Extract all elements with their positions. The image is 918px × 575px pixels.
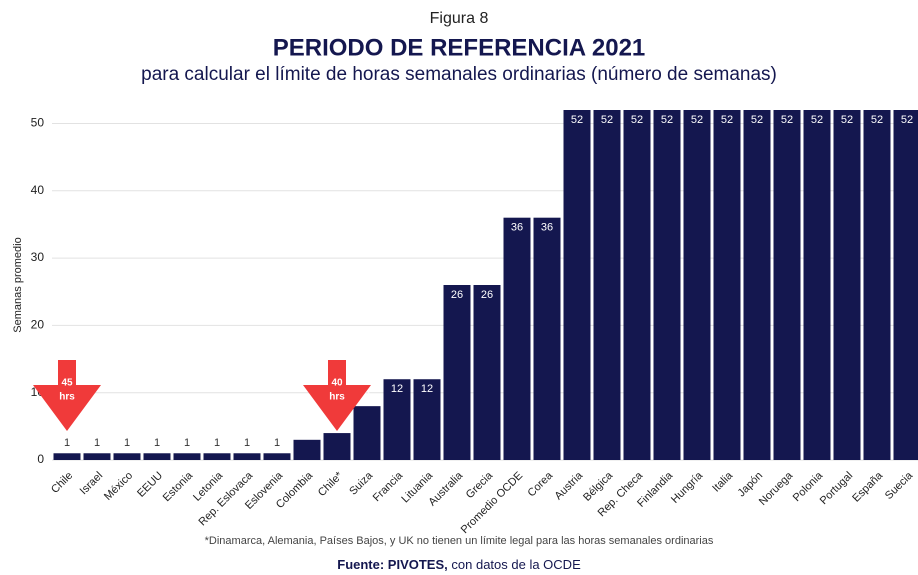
- annotation-text: 40: [331, 378, 343, 389]
- x-tick-label: Austria: [552, 469, 585, 502]
- source: Fuente: PIVOTES, con datos de la OCDE: [337, 557, 581, 572]
- annotation-arrow: [303, 360, 371, 431]
- bar: [653, 110, 681, 460]
- value-label: 26: [481, 289, 493, 301]
- value-label: 1: [124, 437, 130, 449]
- x-tick-label: Hungría: [669, 469, 706, 506]
- value-label: 3: [304, 424, 310, 436]
- annotation-text: hrs: [59, 392, 75, 403]
- value-label: 52: [781, 114, 793, 126]
- bar: [233, 453, 261, 460]
- bar: [533, 217, 561, 460]
- annotation-text: 45: [61, 378, 73, 389]
- bar: [173, 453, 201, 460]
- annotation-arrow: [33, 360, 101, 431]
- value-label: 52: [901, 114, 913, 126]
- value-label: 52: [721, 114, 733, 126]
- bar: [893, 110, 918, 460]
- y-tick-label: 0: [37, 452, 44, 466]
- x-tick-label: Chile: [49, 470, 75, 496]
- bar: [593, 110, 621, 460]
- value-label: 52: [811, 114, 823, 126]
- value-label: 1: [94, 437, 100, 449]
- value-label: 12: [421, 383, 433, 395]
- bar: [293, 439, 321, 460]
- footnote: *Dinamarca, Alemania, Países Bajos, y UK…: [205, 535, 714, 547]
- bar: [833, 110, 861, 460]
- value-label: 1: [244, 437, 250, 449]
- value-label: 52: [871, 114, 883, 126]
- x-tick-label: Suecia: [883, 469, 916, 502]
- value-label: 52: [841, 114, 853, 126]
- value-label: 52: [601, 114, 613, 126]
- figure-label: Figura 8: [430, 10, 489, 27]
- bar: [53, 453, 81, 460]
- x-tick-label: Israel: [78, 470, 106, 498]
- bar: [803, 110, 831, 460]
- bar: [473, 285, 501, 460]
- bar: [623, 110, 651, 460]
- y-tick-label: 20: [31, 318, 45, 332]
- bar: [503, 217, 531, 460]
- bar: [383, 379, 411, 460]
- value-label: 52: [661, 114, 673, 126]
- value-label: 1: [184, 437, 190, 449]
- x-tick-label: Portugal: [818, 470, 855, 507]
- value-label: 36: [511, 222, 523, 234]
- y-tick-label: 50: [31, 116, 45, 130]
- bar: [263, 453, 291, 460]
- x-tick-label: España: [850, 469, 885, 504]
- bar: [113, 453, 141, 460]
- value-label: 8: [364, 390, 370, 402]
- x-tick-label: Chile*: [316, 469, 346, 499]
- chart-title: PERIODO DE REFERENCIA 2021: [273, 34, 646, 61]
- x-tick-label: Estonia: [161, 469, 196, 504]
- y-tick-label: 30: [31, 250, 45, 264]
- y-tick-label: 40: [31, 183, 45, 197]
- value-label: 1: [154, 437, 160, 449]
- x-tick-label: México: [102, 470, 135, 503]
- source-text: con datos de la OCDE: [451, 557, 581, 572]
- value-label: 1: [214, 437, 220, 449]
- value-label: 52: [571, 114, 583, 126]
- x-tick-label: Corea: [525, 469, 555, 499]
- x-tick-label: Italia: [710, 469, 736, 495]
- value-label: 1: [64, 437, 70, 449]
- value-label: 52: [751, 114, 763, 126]
- bar: [443, 285, 471, 460]
- value-label: 26: [451, 289, 463, 301]
- annotation-text: hrs: [329, 392, 345, 403]
- value-label: 52: [691, 114, 703, 126]
- bar: [683, 110, 711, 460]
- bar: [743, 110, 771, 460]
- bar: [83, 453, 111, 460]
- value-label: 12: [391, 383, 403, 395]
- x-tick-label: Noruega: [757, 469, 796, 508]
- value-label: 36: [541, 222, 553, 234]
- source-bold: Fuente: PIVOTES,: [337, 557, 448, 572]
- bar: [563, 110, 591, 460]
- value-label: 52: [631, 114, 643, 126]
- bar: [143, 453, 171, 460]
- bar: [713, 110, 741, 460]
- bar: [413, 379, 441, 460]
- bar: [203, 453, 231, 460]
- bar: [323, 433, 351, 460]
- bar: [863, 110, 891, 460]
- y-axis-label: Semanas promedio: [12, 237, 24, 332]
- x-tick-label: Suiza: [347, 469, 376, 498]
- x-tick-label: Australia: [426, 469, 465, 508]
- value-label: 1: [274, 437, 280, 449]
- chart-subtitle: para calcular el límite de horas semanal…: [141, 64, 777, 85]
- bar: [353, 406, 381, 460]
- bar: [773, 110, 801, 460]
